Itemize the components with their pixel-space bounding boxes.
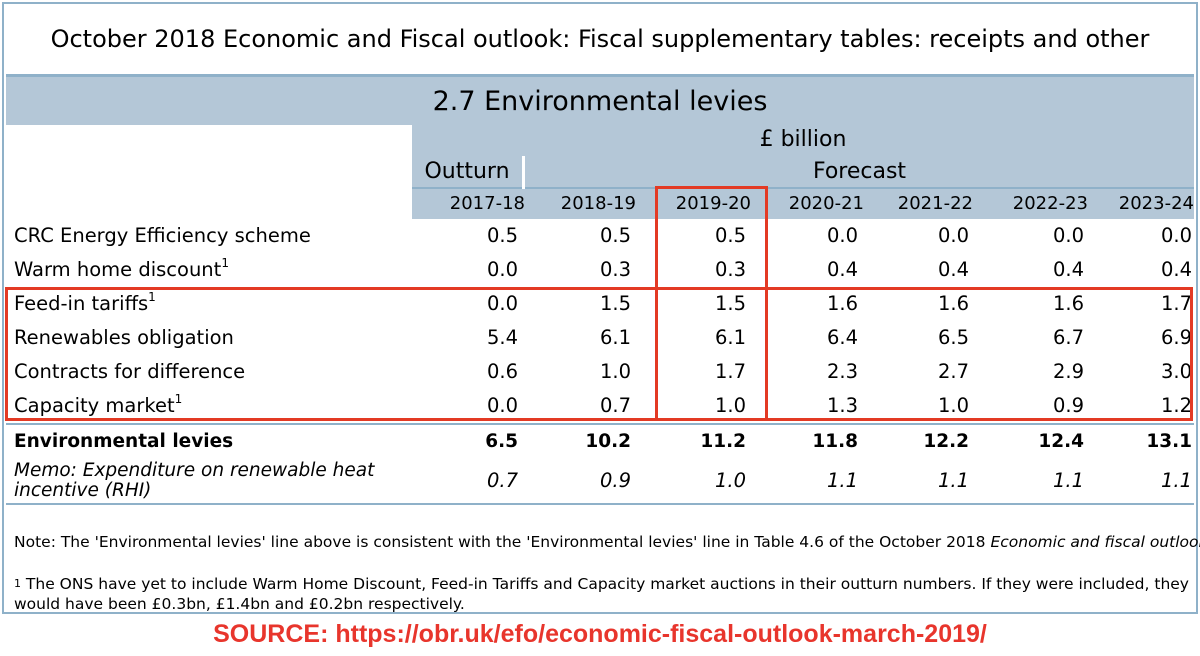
table-cell: 1.5 [714, 292, 746, 315]
table-cell: 1.0 [714, 394, 746, 417]
table-cell: 1.7 [1160, 292, 1192, 315]
total-cell: 13.1 [1146, 431, 1192, 452]
table-cell: 0.0 [1052, 224, 1084, 247]
memo-cell: 1.1 [1052, 469, 1084, 492]
table-cell: 0.3 [599, 258, 631, 281]
table-cell: 0.7 [599, 394, 631, 417]
table-cell: 0.4 [937, 258, 969, 281]
unit-header: £ billion [412, 125, 1194, 156]
table-row: Feed-in tariffs1 0.0 1.5 1.5 1.6 1.6 1.6… [6, 287, 1194, 321]
total-cell: 11.8 [812, 431, 858, 452]
table-title: 2.7 Environmental levies [6, 74, 1194, 125]
table-cell: 6.7 [1052, 326, 1084, 349]
page-title: October 2018 Economic and Fiscal outlook… [50, 25, 1150, 53]
table-row: Contracts for difference 0.6 1.0 1.7 2.3… [6, 355, 1194, 389]
table-cell: 2.3 [826, 360, 858, 383]
row-label: Contracts for difference [14, 360, 246, 383]
table-cell: 1.7 [714, 360, 746, 383]
table-cell: 1.0 [937, 394, 969, 417]
table-row: CRC Energy Efficiency scheme 0.5 0.5 0.5… [6, 219, 1194, 253]
year-header: 2018-19 [560, 193, 636, 214]
memo-cell: 1.1 [826, 469, 858, 492]
table-cell: 0.0 [486, 394, 518, 417]
table-cell: 1.6 [826, 292, 858, 315]
table-cell: 0.9 [1052, 394, 1084, 417]
table-cell: 1.0 [599, 360, 631, 383]
table-cell: 1.2 [1160, 394, 1192, 417]
year-header: 2017-18 [449, 193, 525, 214]
year-header: 2022-23 [1012, 193, 1088, 214]
table-cell: 6.1 [714, 326, 746, 349]
table-cell: 0.3 [714, 258, 746, 281]
table-cell: 0.4 [826, 258, 858, 281]
table-cell: 0.4 [1052, 258, 1084, 281]
table-cell: 0.5 [714, 224, 746, 247]
year-header-row: 2017-18 2018-19 2019-20 2020-21 2021-22 … [412, 189, 1194, 219]
row-label: Capacity market1 [14, 392, 183, 417]
total-cell: 12.4 [1038, 431, 1084, 452]
total-cell: 6.5 [485, 431, 518, 452]
outturn-header: Outturn [412, 156, 522, 189]
table-row: Capacity market1 0.0 0.7 1.0 1.3 1.0 0.9… [6, 389, 1194, 423]
table-cell: 1.6 [1052, 292, 1084, 315]
table-cell: 0.5 [486, 224, 518, 247]
year-header: 2021-22 [897, 193, 973, 214]
memo-label: Memo: Expenditure on renewable heat incen… [14, 460, 375, 501]
table-cell: 6.5 [937, 326, 969, 349]
table-cell: 1.5 [599, 292, 631, 315]
memo-cell: 0.7 [486, 469, 518, 492]
table-row: Renewables obligation 5.4 6.1 6.1 6.4 6.… [6, 321, 1194, 355]
table-note: Note: The 'Environmental levies' line ab… [14, 533, 1200, 551]
table-cell: 6.1 [599, 326, 631, 349]
table-cell: 2.9 [1052, 360, 1084, 383]
table-cell: 2.7 [937, 360, 969, 383]
table-cell: 5.4 [486, 326, 518, 349]
table-cell: 1.6 [937, 292, 969, 315]
table-cell: 0.0 [826, 224, 858, 247]
table-cell: 0.5 [599, 224, 631, 247]
table-cell: 0.0 [486, 292, 518, 315]
forecast-header: Forecast [525, 156, 1194, 189]
memo-cell: 1.1 [1160, 469, 1192, 492]
table-cell: 1.3 [826, 394, 858, 417]
total-label: Environmental levies [14, 431, 234, 452]
memo-cell: 1.1 [937, 469, 969, 492]
year-header: 2020-21 [788, 193, 864, 214]
row-label: CRC Energy Efficiency scheme [14, 224, 311, 247]
memo-cell: 1.0 [714, 469, 746, 492]
table-cell: 6.4 [826, 326, 858, 349]
table-cell: 0.4 [1160, 258, 1192, 281]
total-cell: 11.2 [700, 431, 746, 452]
total-cell: 10.2 [585, 431, 631, 452]
table-row: Warm home discount1 0.0 0.3 0.3 0.4 0.4 … [6, 253, 1194, 287]
total-row: Environmental levies 6.5 10.2 11.2 11.8 … [6, 423, 1194, 457]
memo-cell: 0.9 [599, 469, 631, 492]
table-frame: October 2018 Economic and Fiscal outlook… [2, 2, 1200, 614]
table-cell: 0.0 [937, 224, 969, 247]
year-header: 2019-20 [675, 193, 751, 214]
table-cell: 0.6 [486, 360, 518, 383]
table-cell: 6.9 [1160, 326, 1192, 349]
row-label: Warm home discount1 [14, 256, 229, 281]
table-cell: 0.0 [1160, 224, 1192, 247]
year-header: 2023-24 [1118, 193, 1194, 214]
memo-row: Memo: Expenditure on renewable heat incen… [6, 457, 1194, 505]
table-cell: 3.0 [1160, 360, 1192, 383]
total-cell: 12.2 [923, 431, 969, 452]
table-footnote: 1 The ONS have yet to include Warm Home … [14, 575, 1189, 613]
row-label: Feed-in tariffs1 [14, 290, 156, 315]
table-cell: 0.0 [486, 258, 518, 281]
row-label: Renewables obligation [14, 326, 234, 349]
source-caption: SOURCE: https://obr.uk/efo/economic-fisc… [213, 620, 987, 648]
